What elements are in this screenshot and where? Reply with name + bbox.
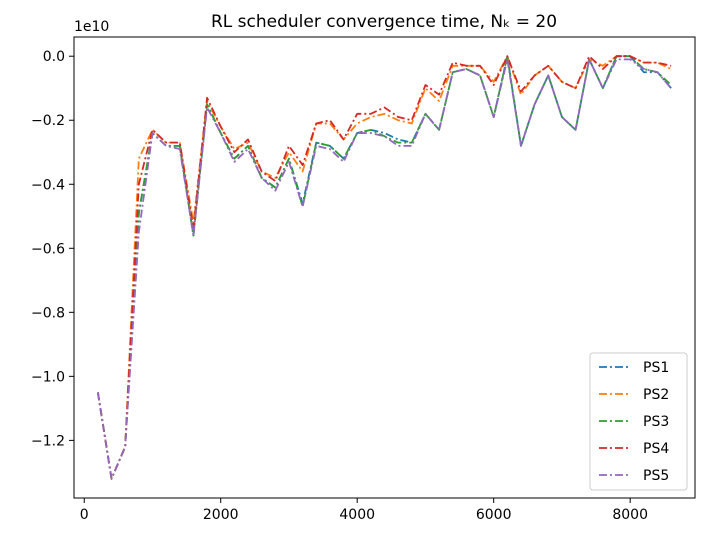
legend-label-ps2: PS2 [643, 387, 669, 403]
legend-box [589, 352, 688, 491]
x-tick-label: 2000 [203, 507, 239, 523]
x-tick-label: 6000 [476, 507, 512, 523]
y-tick-label: 0.0 [43, 49, 65, 65]
y-tick-label: −1.0 [31, 369, 65, 385]
legend-label-ps3: PS3 [643, 414, 669, 430]
x-tick-label: 8000 [612, 507, 648, 523]
y-tick-label: −0.2 [31, 113, 65, 129]
x-tick-label: 4000 [339, 507, 375, 523]
chart-title: RL scheduler convergence time, Nₖ = 20 [211, 12, 557, 32]
legend-label-ps4: PS4 [643, 441, 669, 457]
y-tick-label: −0.8 [31, 305, 65, 321]
y-tick-label: −0.4 [31, 177, 65, 193]
axes-frame [73, 36, 696, 499]
y-tick-label: −1.2 [31, 433, 65, 449]
axes-layer: 0 2000 4000 6000 8000 0.0 −0.2 −0.4 −0.6 −0.8 −1.0… [31, 36, 696, 523]
x-tick-label: 0 [80, 507, 89, 523]
legend-label-ps1: PS1 [643, 360, 669, 376]
series-line-ps3 [96, 55, 672, 480]
legend: PS1 PS2 PS3 PS4 PS5 [589, 352, 688, 491]
series-layer [96, 55, 672, 480]
series-line-ps5 [96, 58, 672, 480]
y-offset-label: 1e10 [74, 19, 109, 35]
legend-label-ps5: PS5 [643, 468, 669, 484]
y-tick-label: −0.6 [31, 241, 65, 257]
